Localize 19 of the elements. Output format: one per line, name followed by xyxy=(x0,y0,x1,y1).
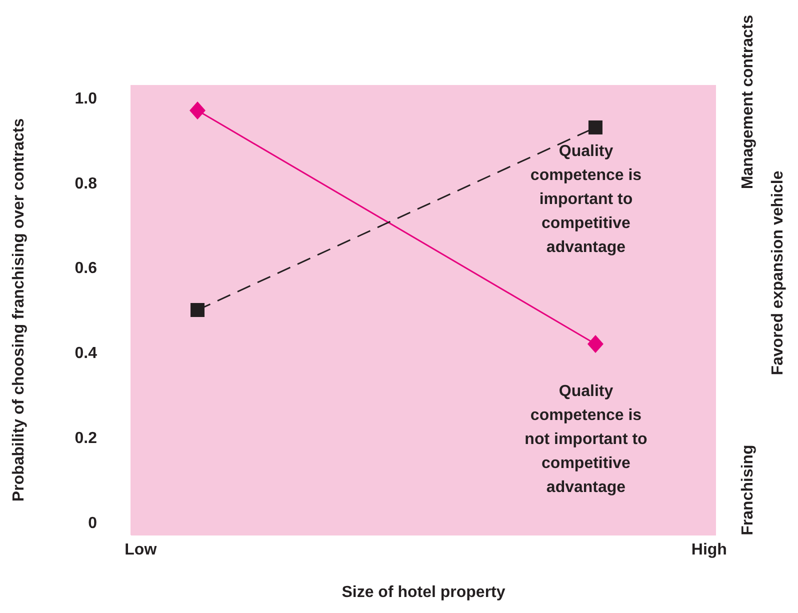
y-tick-label: 1.0 xyxy=(74,90,98,108)
text: Franchising xyxy=(740,444,756,536)
x-axis-title: Size of hotel property xyxy=(342,584,506,601)
x-tick-label: High xyxy=(691,541,727,558)
point xyxy=(190,101,206,120)
y-tick-label: 0 xyxy=(88,514,98,532)
y-tick-label: 0.6 xyxy=(74,260,98,278)
text: Management contracts xyxy=(740,14,756,190)
annotation: Quality competence is important to competitive advantage xyxy=(529,142,643,258)
y-tick-label: 0.2 xyxy=(74,430,98,448)
y2-axis-title: Favored expansion vehicle xyxy=(770,170,786,376)
y-tick-label: 0.8 xyxy=(74,175,98,192)
y-tick-label: 0.4 xyxy=(74,345,98,362)
y-axis-title: Probability of choosing franchising over contracts xyxy=(10,118,28,502)
annotation: Quality competence is not important to competitive advantage xyxy=(524,382,648,498)
point xyxy=(190,303,205,317)
x-tick-label: Low xyxy=(124,541,158,558)
point xyxy=(587,334,604,353)
point xyxy=(588,120,602,134)
